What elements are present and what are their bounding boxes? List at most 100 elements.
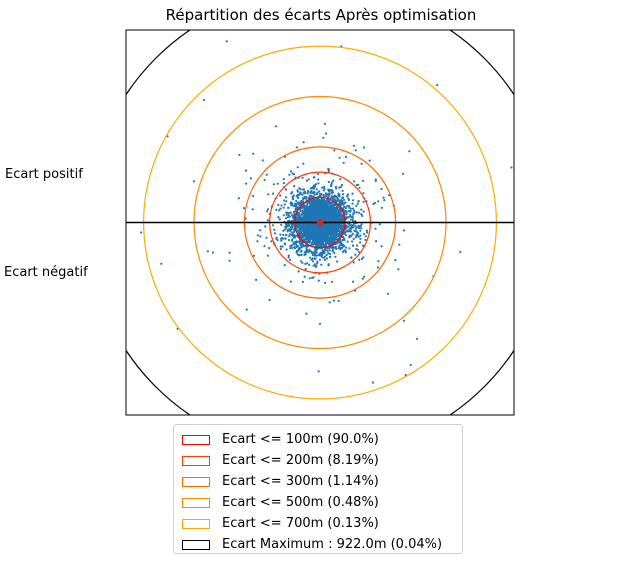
- data-point: [404, 373, 407, 377]
- data-point: [266, 208, 269, 211]
- data-point: [289, 280, 292, 283]
- data-point: [308, 263, 311, 266]
- data-point: [295, 146, 299, 149]
- data-point: [408, 150, 411, 153]
- scatter-points: [140, 40, 513, 384]
- data-point: [374, 178, 377, 181]
- data-point: [339, 185, 342, 189]
- data-point: [328, 241, 331, 244]
- data-point: [378, 223, 381, 226]
- data-point: [331, 248, 334, 251]
- data-point: [331, 210, 335, 214]
- data-point: [305, 248, 308, 251]
- data-point: [323, 185, 326, 189]
- data-point: [295, 199, 298, 202]
- data-point: [288, 225, 291, 228]
- data-point: [316, 260, 319, 263]
- data-point: [304, 262, 307, 265]
- legend-swatch: [182, 455, 210, 466]
- data-point: [325, 210, 328, 213]
- data-point: [311, 186, 314, 189]
- data-point: [308, 248, 311, 251]
- data-point: [325, 200, 328, 203]
- data-point: [288, 215, 291, 218]
- data-point: [344, 228, 347, 231]
- data-point: [402, 172, 405, 175]
- data-point: [338, 202, 341, 205]
- data-point: [279, 207, 282, 210]
- data-point: [333, 202, 336, 205]
- data-point: [364, 238, 367, 241]
- data-point: [327, 225, 330, 228]
- data-point: [333, 251, 336, 255]
- data-point: [318, 253, 321, 256]
- data-point: [510, 166, 513, 169]
- data-point: [300, 253, 303, 257]
- data-point: [272, 192, 275, 195]
- data-point: [304, 230, 307, 233]
- data-point: [301, 236, 304, 239]
- data-point: [360, 208, 363, 211]
- data-point: [328, 212, 331, 215]
- data-point: [351, 232, 354, 235]
- data-point: [326, 227, 329, 230]
- legend-label: Ecart <= 200m (8.19%): [222, 453, 379, 468]
- data-point: [341, 196, 344, 200]
- data-point: [355, 230, 358, 233]
- data-point: [307, 178, 310, 181]
- data-point: [317, 178, 320, 181]
- data-point: [310, 189, 313, 193]
- data-point: [314, 183, 318, 186]
- data-point: [315, 228, 318, 231]
- data-point: [333, 237, 337, 240]
- data-point: [311, 260, 315, 263]
- data-point: [313, 263, 316, 266]
- data-point: [311, 240, 314, 243]
- data-point: [313, 234, 317, 238]
- data-point: [305, 312, 308, 315]
- data-point: [337, 230, 340, 233]
- data-point: [324, 281, 327, 284]
- legend-label: Ecart <= 500m (0.48%): [222, 495, 379, 510]
- data-point: [362, 233, 366, 236]
- data-point: [330, 181, 334, 184]
- data-point: [315, 254, 318, 257]
- data-point: [302, 217, 305, 220]
- data-point: [353, 211, 356, 214]
- data-point: [289, 245, 292, 248]
- data-point: [415, 337, 419, 340]
- data-point: [345, 211, 348, 215]
- data-point: [330, 183, 333, 186]
- data-point: [311, 191, 314, 194]
- data-point: [270, 240, 273, 243]
- data-point: [244, 217, 247, 220]
- data-point: [256, 240, 259, 243]
- data-point: [288, 228, 291, 231]
- data-point: [288, 233, 291, 236]
- data-point: [326, 239, 329, 243]
- data-point: [371, 381, 374, 384]
- data-point: [290, 226, 293, 229]
- data-point: [243, 207, 246, 210]
- data-point: [340, 215, 343, 218]
- data-point: [317, 207, 320, 210]
- data-point: [327, 236, 330, 239]
- data-point: [327, 192, 330, 196]
- data-point: [228, 259, 231, 262]
- data-point: [342, 193, 345, 196]
- data-point: [289, 258, 292, 261]
- data-point: [285, 225, 288, 228]
- data-point: [298, 192, 301, 195]
- data-point: [313, 257, 316, 260]
- data-point: [313, 243, 316, 246]
- data-point: [317, 198, 320, 201]
- data-point: [271, 224, 274, 227]
- data-point: [355, 211, 358, 214]
- data-point: [333, 198, 337, 201]
- data-point: [363, 146, 366, 149]
- data-point: [300, 260, 303, 263]
- data-point: [301, 193, 304, 196]
- data-point: [351, 218, 354, 221]
- legend-swatch: [182, 518, 210, 529]
- data-point: [289, 170, 293, 173]
